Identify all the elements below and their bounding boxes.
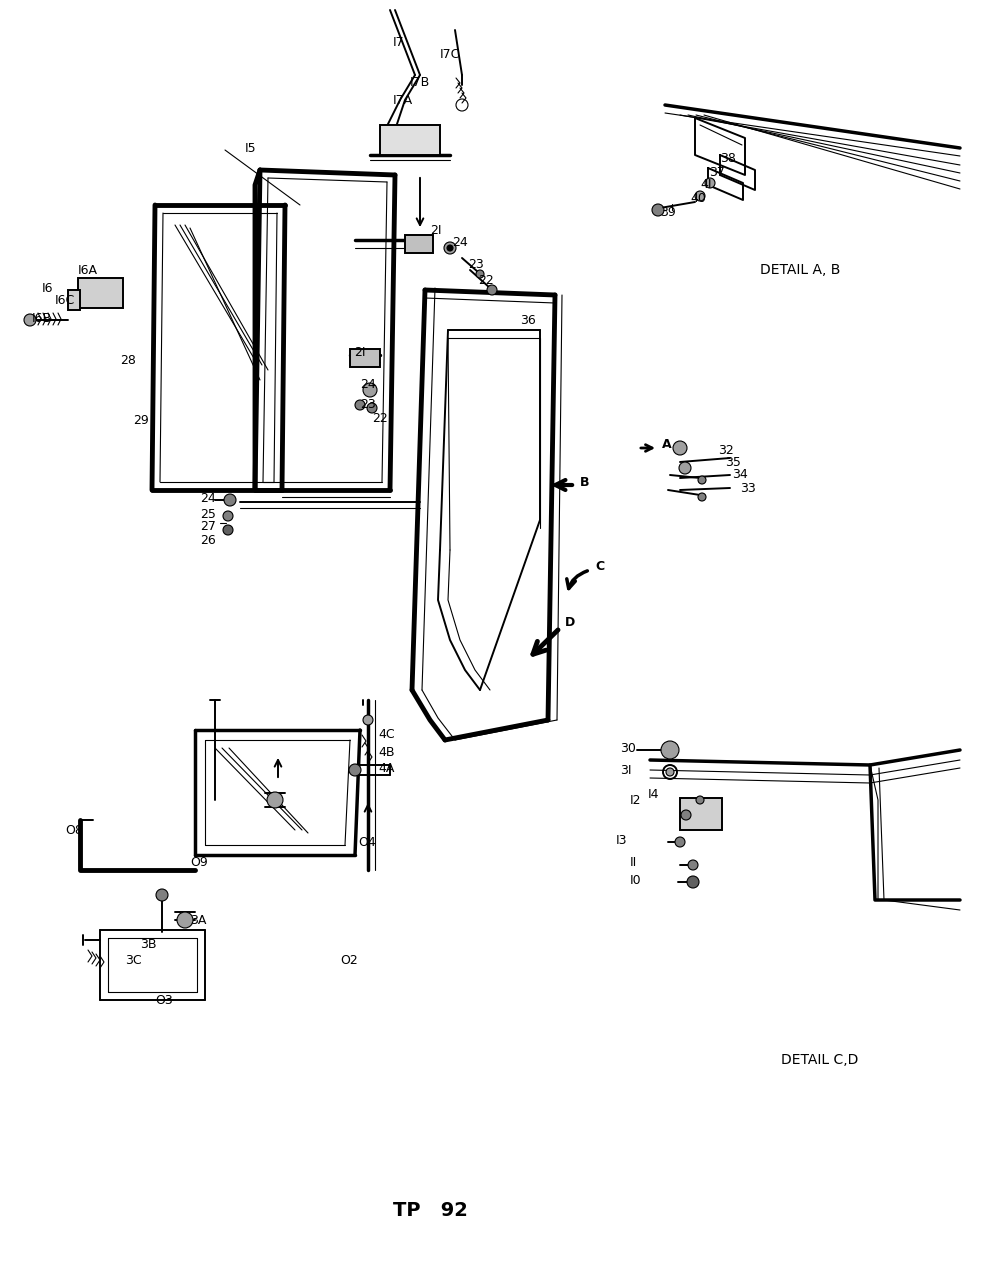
- Circle shape: [267, 792, 283, 808]
- Text: 22: 22: [372, 412, 387, 425]
- Circle shape: [688, 859, 698, 870]
- Circle shape: [675, 836, 685, 847]
- Bar: [380, 125, 440, 155]
- Circle shape: [673, 441, 687, 455]
- Text: 23: 23: [360, 399, 376, 412]
- Text: 25: 25: [200, 508, 216, 521]
- Circle shape: [444, 242, 456, 255]
- Text: 3I: 3I: [620, 764, 631, 776]
- Text: O8: O8: [65, 824, 83, 836]
- Circle shape: [476, 270, 484, 278]
- Text: 22: 22: [478, 274, 494, 286]
- Circle shape: [652, 203, 664, 216]
- Bar: [350, 349, 380, 367]
- Text: 28: 28: [120, 353, 136, 367]
- Circle shape: [363, 715, 373, 725]
- Text: I7B: I7B: [410, 77, 430, 90]
- Text: O9: O9: [190, 856, 208, 868]
- Text: I6B: I6B: [32, 312, 53, 325]
- Text: 29: 29: [133, 413, 149, 426]
- Circle shape: [698, 492, 706, 501]
- Text: 2I: 2I: [354, 345, 366, 358]
- Text: 32: 32: [718, 444, 733, 457]
- Text: 34: 34: [732, 468, 748, 481]
- Text: A: A: [662, 439, 672, 451]
- Circle shape: [156, 889, 168, 900]
- Text: 38: 38: [720, 151, 736, 165]
- Text: I7A: I7A: [393, 93, 413, 106]
- Circle shape: [666, 767, 674, 776]
- Text: I7: I7: [393, 36, 404, 49]
- Text: II: II: [630, 856, 637, 868]
- Circle shape: [224, 494, 236, 506]
- Text: O3: O3: [155, 994, 172, 1007]
- Circle shape: [223, 524, 233, 535]
- Circle shape: [705, 178, 715, 188]
- Text: 24: 24: [360, 379, 376, 391]
- Text: I4: I4: [648, 788, 659, 802]
- Text: O2: O2: [340, 954, 358, 967]
- Text: O4: O4: [358, 835, 376, 848]
- Text: TP   92: TP 92: [392, 1201, 468, 1219]
- Bar: [78, 278, 123, 308]
- Text: 36: 36: [520, 313, 536, 326]
- Text: I2: I2: [630, 793, 641, 807]
- Text: I3: I3: [616, 834, 627, 847]
- Circle shape: [363, 382, 377, 396]
- Circle shape: [661, 741, 679, 758]
- Text: 3B: 3B: [140, 938, 157, 950]
- Text: I7C: I7C: [440, 49, 461, 61]
- Circle shape: [698, 476, 706, 483]
- Circle shape: [695, 191, 705, 201]
- Text: 40: 40: [690, 192, 706, 205]
- Circle shape: [223, 512, 233, 521]
- Text: 35: 35: [725, 455, 741, 468]
- Text: 24: 24: [452, 237, 468, 249]
- Text: 30: 30: [620, 742, 636, 755]
- Bar: [680, 798, 722, 830]
- Bar: [68, 290, 80, 310]
- Text: I5: I5: [245, 142, 257, 155]
- Circle shape: [679, 462, 691, 475]
- Text: I6C: I6C: [55, 293, 75, 307]
- Text: 27: 27: [200, 521, 216, 533]
- Text: I6: I6: [42, 281, 54, 294]
- Circle shape: [681, 810, 691, 820]
- Circle shape: [687, 876, 699, 888]
- Text: 37: 37: [709, 165, 724, 179]
- Text: DETAIL A, B: DETAIL A, B: [760, 263, 840, 278]
- Circle shape: [177, 912, 193, 929]
- Text: 2I: 2I: [430, 224, 442, 237]
- Text: 4B: 4B: [378, 746, 394, 758]
- Circle shape: [487, 285, 497, 295]
- Text: 33: 33: [740, 481, 756, 495]
- Text: C: C: [595, 560, 605, 573]
- Text: 23: 23: [468, 258, 484, 271]
- Text: B: B: [580, 476, 590, 489]
- Text: 4I: 4I: [700, 179, 712, 192]
- Text: 26: 26: [200, 533, 216, 546]
- Text: DETAIL C,D: DETAIL C,D: [781, 1053, 858, 1067]
- Circle shape: [355, 400, 365, 411]
- Circle shape: [447, 246, 453, 251]
- Text: I0: I0: [630, 874, 641, 886]
- Text: D: D: [565, 616, 575, 629]
- Bar: [405, 235, 433, 253]
- Text: I6A: I6A: [78, 263, 98, 276]
- Circle shape: [24, 315, 36, 326]
- Circle shape: [367, 403, 377, 413]
- Circle shape: [349, 764, 361, 776]
- Text: 3A: 3A: [190, 913, 206, 926]
- Text: 3C: 3C: [125, 954, 142, 967]
- Circle shape: [696, 796, 704, 804]
- Text: 4A: 4A: [378, 761, 394, 775]
- Text: 24: 24: [200, 491, 216, 504]
- Text: 39: 39: [660, 206, 676, 219]
- Text: 4C: 4C: [378, 729, 394, 742]
